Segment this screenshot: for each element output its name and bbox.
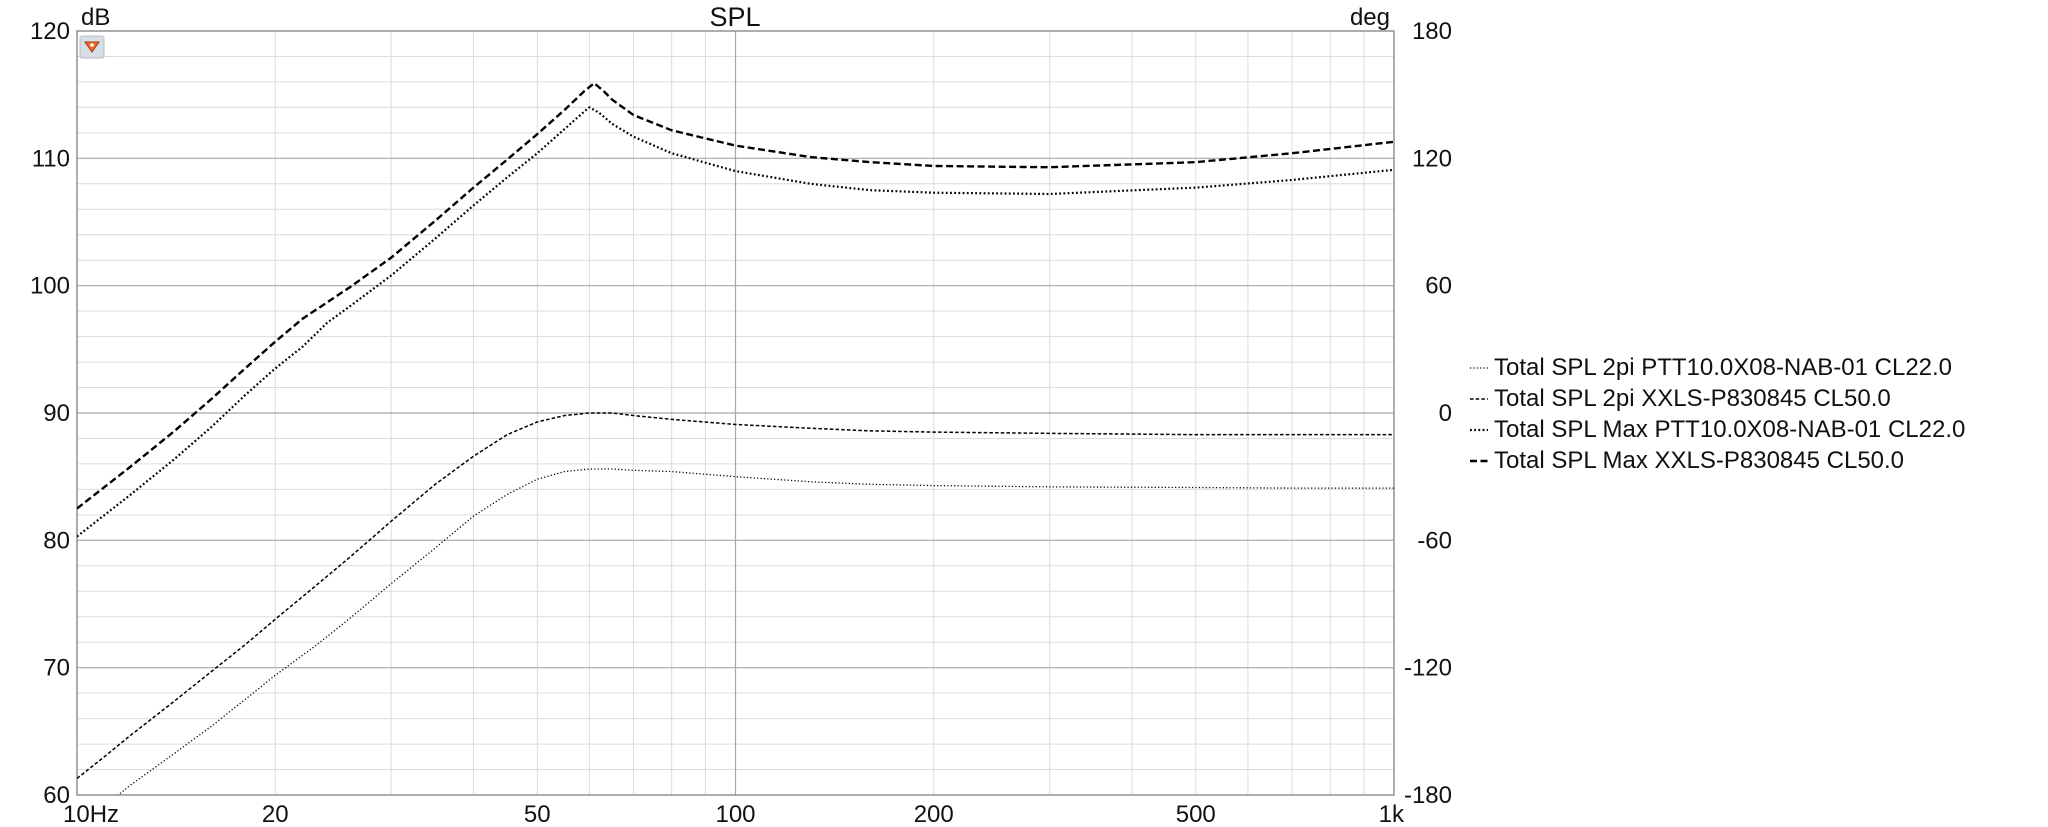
series-line-4 <box>77 82 1394 510</box>
y-tick-label: 70 <box>43 655 70 682</box>
y2-tick-label: 120 <box>1412 145 1452 172</box>
legend-label: Total SPL 2pi PTT10.0X08-NAB-01 CL22.0 <box>1494 354 1952 381</box>
y-tick-label: 90 <box>43 400 70 427</box>
plot-frame <box>76 30 1395 796</box>
x-tick-label: 500 <box>1176 801 1216 827</box>
y2-tick-label: -180 <box>1404 782 1452 809</box>
series-layer <box>77 82 1394 795</box>
y-tick-label: 110 <box>32 145 70 172</box>
x-tick-label: 10Hz <box>63 801 119 827</box>
legend-item: Total SPL Max XXLS-P830845 CL50.0 <box>1470 447 1904 474</box>
x-tick-label: 200 <box>914 801 954 827</box>
legend-item: Total SPL 2pi XXLS-P830845 CL50.0 <box>1470 385 1891 412</box>
y2-tick-label: 0 <box>1439 400 1452 427</box>
series-line-3 <box>77 106 1394 538</box>
legend: Total SPL 2pi PTT10.0X08-NAB-01 CL22.0 To… <box>1470 354 1965 474</box>
y-axis-tick-labels: 60 70 80 90 100 110 120 <box>30 18 70 809</box>
y2-tick-label: 60 <box>1425 273 1452 300</box>
y-unit-left: dB <box>81 4 110 31</box>
marker-icon[interactable] <box>79 35 105 59</box>
y2-tick-label: -120 <box>1404 655 1452 682</box>
series-line-2 <box>77 412 1394 780</box>
x-axis-tick-labels: 10Hz 20 50 100 200 500 1k <box>63 801 1405 827</box>
y-tick-label: 80 <box>43 527 70 554</box>
legend-label: Total SPL 2pi XXLS-P830845 CL50.0 <box>1494 385 1891 412</box>
y2-tick-label: -60 <box>1417 527 1452 554</box>
chart-title: SPL <box>709 2 760 32</box>
x-tick-label: 1k <box>1379 801 1405 827</box>
y-tick-label: 60 <box>43 782 70 809</box>
y2-tick-label: 180 <box>1412 18 1452 45</box>
y-unit-right: deg <box>1350 4 1390 31</box>
legend-item: Total SPL 2pi PTT10.0X08-NAB-01 CL22.0 <box>1470 354 1952 381</box>
x-tick-label: 20 <box>262 801 289 827</box>
legend-label: Total SPL Max XXLS-P830845 CL50.0 <box>1494 447 1904 474</box>
y-tick-label: 120 <box>30 18 70 45</box>
major-grid <box>77 31 1394 795</box>
y2-axis-tick-labels: -180 -120 -60 0 60 120 180 <box>1404 18 1452 809</box>
legend-label: Total SPL Max PTT10.0X08-NAB-01 CL22.0 <box>1494 416 1965 443</box>
x-tick-label: 50 <box>524 801 551 827</box>
x-tick-label: 100 <box>715 801 755 827</box>
y-tick-label: 100 <box>30 273 70 300</box>
legend-item: Total SPL Max PTT10.0X08-NAB-01 CL22.0 <box>1470 416 1965 443</box>
